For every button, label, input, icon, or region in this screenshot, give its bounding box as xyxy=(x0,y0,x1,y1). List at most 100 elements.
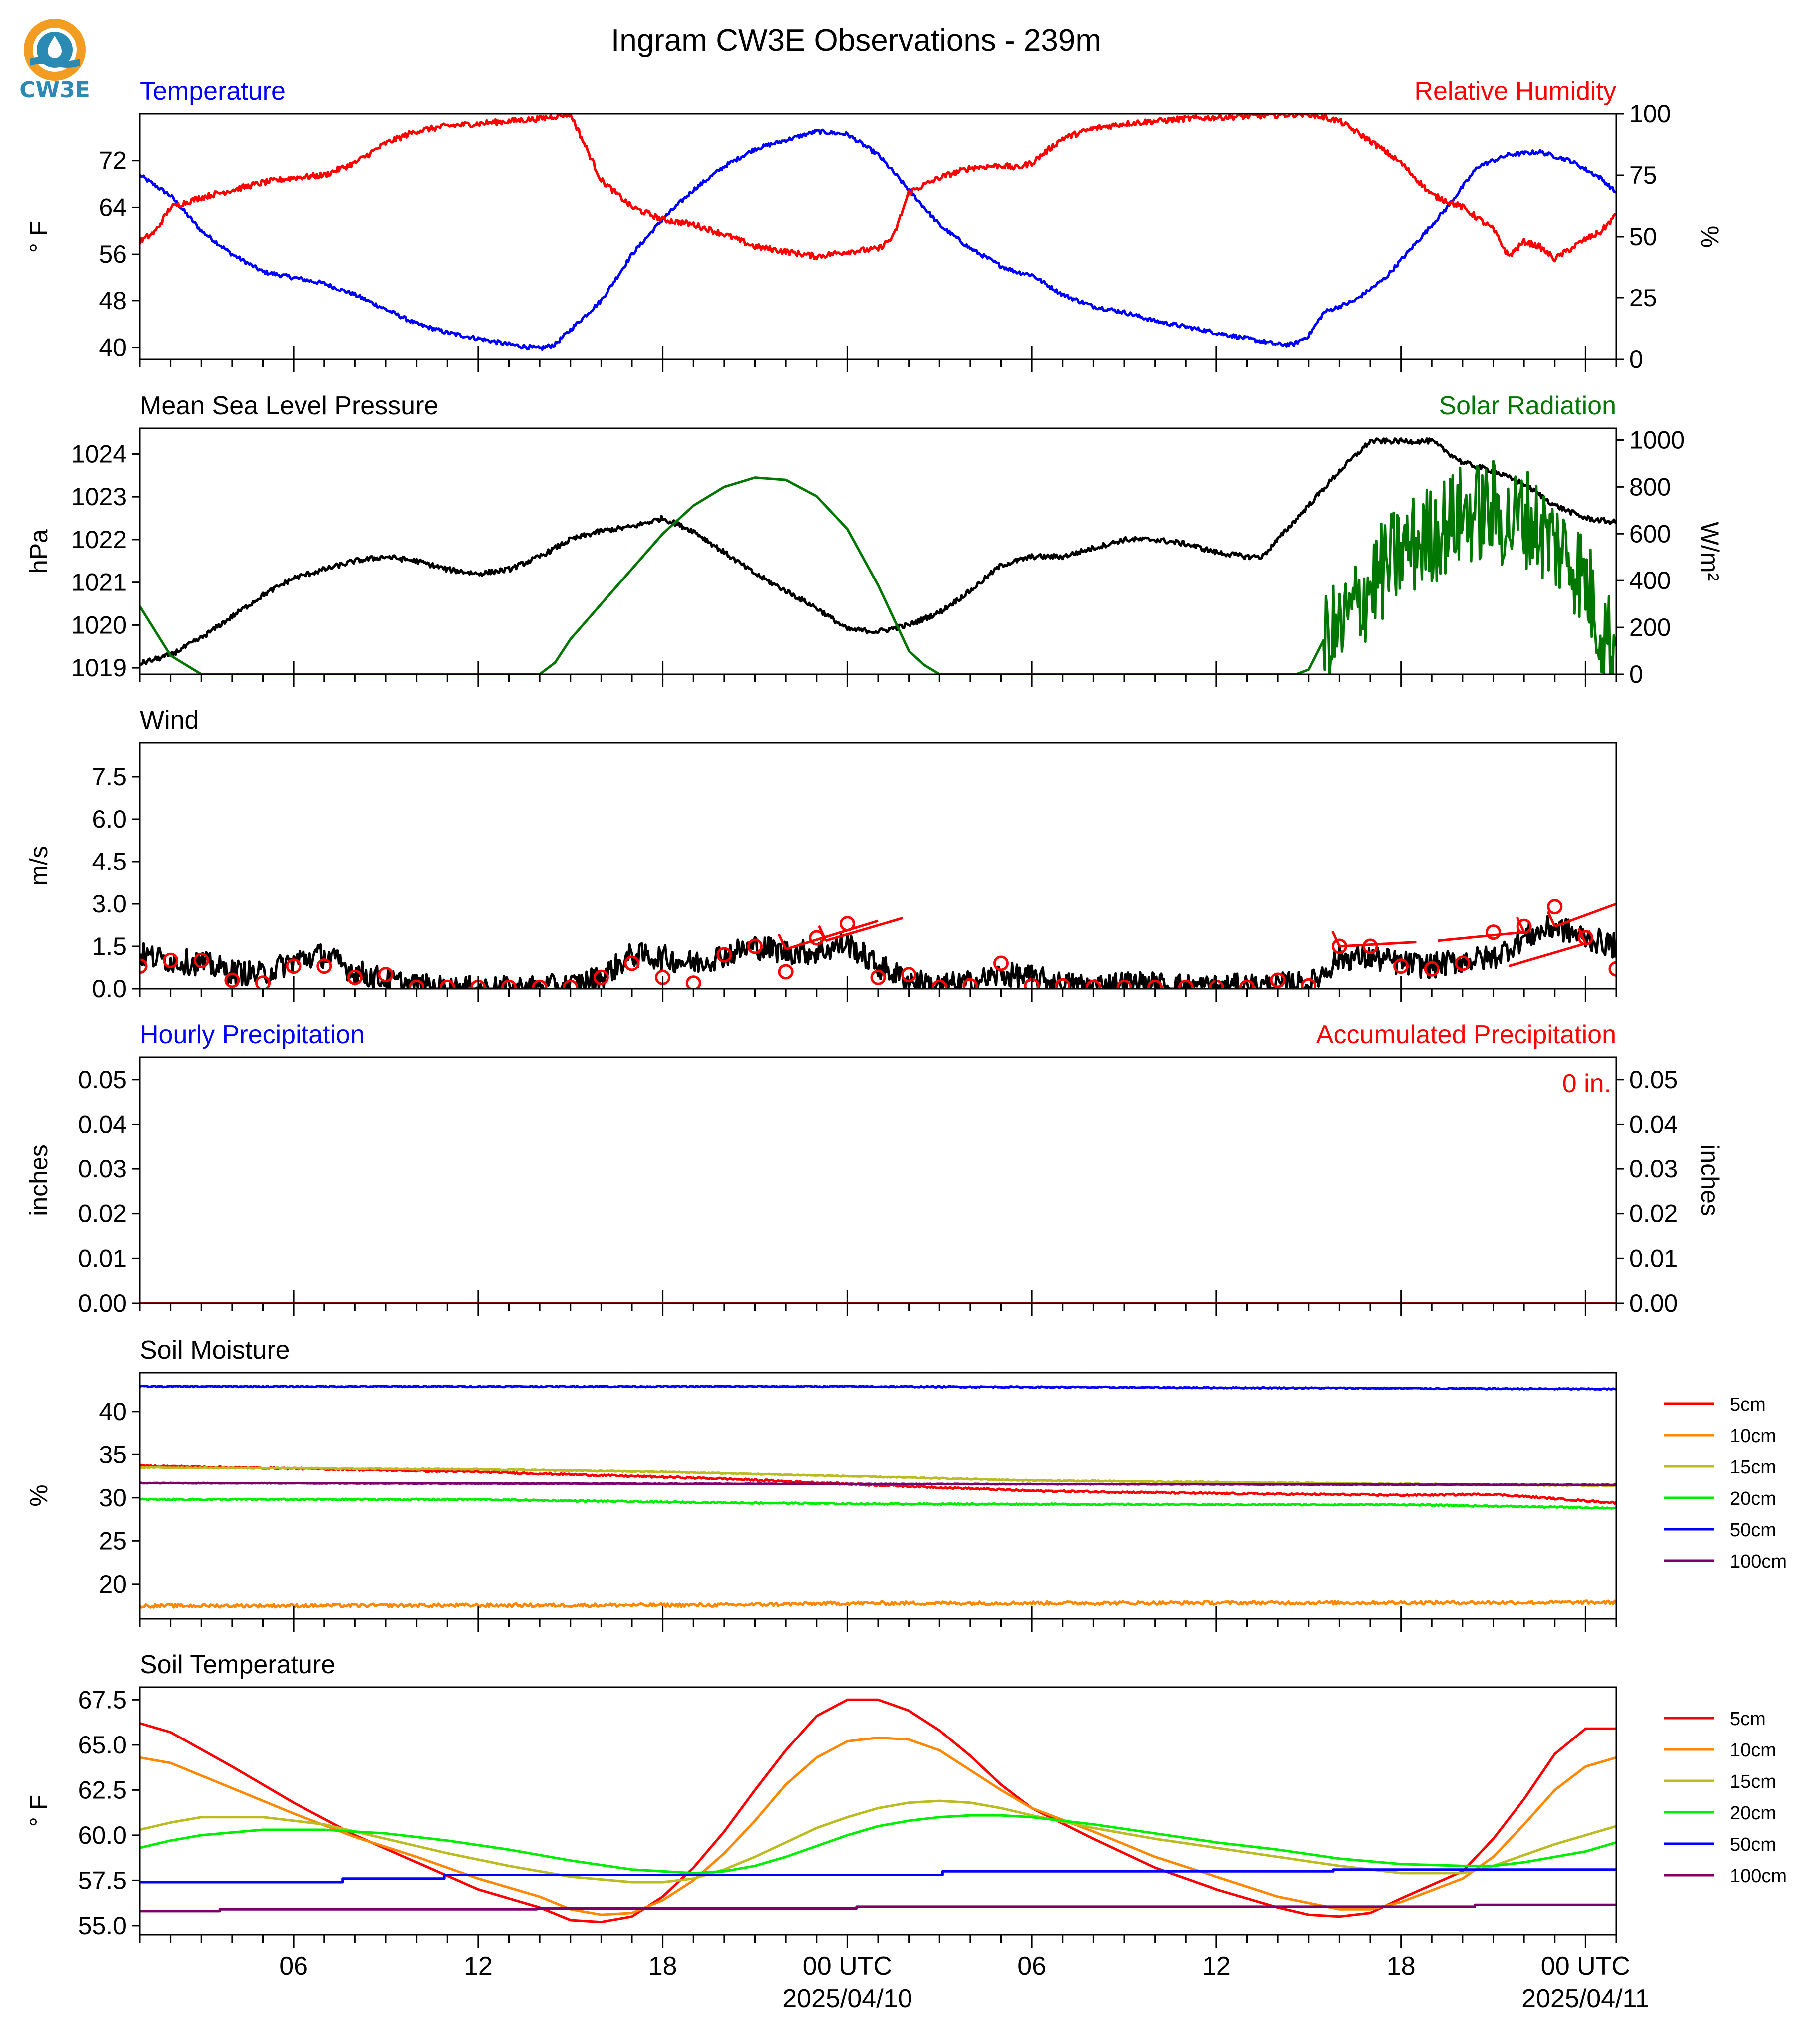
y-axis-label: m/s xyxy=(25,846,53,886)
y-tick-label: 35 xyxy=(99,1441,127,1468)
series-line-50cm xyxy=(140,1868,1616,1884)
y2-tick-label: 400 xyxy=(1629,567,1671,594)
panel-title-left: Temperature xyxy=(140,77,286,106)
x-tick-label: 06 xyxy=(1017,1952,1046,1981)
y-tick-label: 55.0 xyxy=(78,1912,127,1940)
wind-barb xyxy=(1339,941,1417,948)
panel-title-right: Accumulated Precipitation xyxy=(1316,1020,1616,1049)
y-tick-label: 1022 xyxy=(71,526,127,554)
legend-label: 100cm xyxy=(1730,1866,1787,1887)
wind-barb-flag xyxy=(1577,928,1587,944)
wind-calm-marker xyxy=(1178,979,1194,989)
x-date-label: 2025/04/11 xyxy=(1521,1984,1649,2013)
series-line-50cm xyxy=(140,1385,1616,1391)
y2-tick-label: 200 xyxy=(1629,613,1671,641)
panel-title-left: Soil Temperature xyxy=(140,1650,335,1679)
series-line-relative-humidity xyxy=(140,114,1616,263)
legend-label: 20cm xyxy=(1730,1803,1776,1824)
series-line-20cm xyxy=(140,1814,1616,1875)
y-tick-label: 1021 xyxy=(71,569,127,596)
series-line-10cm xyxy=(140,1736,1616,1916)
panel-title-right: Solar Radiation xyxy=(1439,391,1616,420)
plot-area xyxy=(140,114,1616,351)
y2-tick-label: 0.03 xyxy=(1629,1155,1678,1183)
wind-barb xyxy=(825,916,904,942)
wind-barb xyxy=(1438,931,1524,942)
y2-tick-label: 1000 xyxy=(1629,426,1685,454)
x-date-label: 2025/04/10 xyxy=(782,1984,912,2013)
wind-calm-marker xyxy=(1239,979,1255,989)
y-tick-label: 7.5 xyxy=(92,763,127,791)
legend-label: 5cm xyxy=(1730,1709,1766,1730)
wind-calm-marker xyxy=(316,958,332,974)
chart-panel-4: Hourly Precipitation Accumulated Precipit… xyxy=(25,1020,1724,1317)
series-line-100cm xyxy=(140,1481,1616,1486)
wind-calm-marker xyxy=(563,979,579,989)
panels-group: Temperature Relative Humidity 40 48 56 64 72 0 2… xyxy=(25,77,1787,2013)
wind-barb-flag xyxy=(1331,930,1341,947)
logo-text: CW3E xyxy=(19,77,90,103)
wind-calm-marker xyxy=(1055,978,1071,989)
wind-calm-marker xyxy=(901,967,917,983)
y-tick-label: 72 xyxy=(99,147,127,175)
wind-calm-marker xyxy=(1547,899,1563,915)
wind-barb xyxy=(1554,902,1616,928)
plot-area xyxy=(140,1698,1616,1924)
y2-tick-label: 0 xyxy=(1629,345,1643,373)
wind-calm-marker xyxy=(255,975,271,989)
y-tick-label: 40 xyxy=(99,1398,127,1426)
cw3e-logo-icon: CW3E xyxy=(19,19,90,103)
x-tick-label: 18 xyxy=(1387,1952,1416,1981)
chart-panel-5: Soil Moisture 20 25 30 35 40% 5cm 10cm 15cm 20cm 5… xyxy=(25,1336,1787,1632)
y-tick-label: 0.05 xyxy=(78,1066,127,1094)
wind-calm-marker xyxy=(378,967,394,983)
y-tick-label: 1.5 xyxy=(92,932,127,960)
series-line-100cm xyxy=(140,1903,1616,1913)
wind-calm-marker xyxy=(931,979,947,989)
wind-calm-marker xyxy=(439,979,455,989)
y-axis-label: hPa xyxy=(25,529,53,574)
y2-tick-label: 600 xyxy=(1629,520,1671,548)
y-tick-label: 0.01 xyxy=(78,1244,127,1272)
x-tick-label: 06 xyxy=(279,1952,308,1981)
wind-calm-marker xyxy=(747,938,763,954)
wind-calm-marker xyxy=(1486,924,1501,940)
wind-calm-marker xyxy=(778,964,794,980)
panel-title-left: Soil Moisture xyxy=(140,1336,290,1365)
legend-label: 100cm xyxy=(1730,1551,1787,1572)
y2-axis-label: % xyxy=(1696,226,1724,248)
wind-calm-marker xyxy=(224,972,240,988)
x-tick-label: 18 xyxy=(648,1952,677,1981)
wind-calm-marker xyxy=(501,979,517,989)
wind-calm-marker xyxy=(685,975,701,989)
y2-tick-label: 0.02 xyxy=(1629,1200,1678,1228)
wind-barb-flag xyxy=(777,933,787,950)
y-tick-label: 4.5 xyxy=(92,848,127,875)
plot-area xyxy=(140,1385,1616,1609)
y-tick-label: 0.04 xyxy=(78,1110,127,1138)
chart-panel-3: Wind 0.0 1.5 3.0 4.5 6.0 7.5 m/s xyxy=(25,706,1617,1003)
y-axis-label: ° F xyxy=(25,221,53,253)
y-tick-label: 56 xyxy=(99,240,127,268)
y-tick-label: 40 xyxy=(99,334,127,362)
y-tick-label: 65.0 xyxy=(78,1731,127,1759)
panel-title-right: Relative Humidity xyxy=(1414,77,1616,106)
y2-tick-label: 75 xyxy=(1629,161,1657,189)
series-line-solar-radiation xyxy=(140,460,1616,674)
wind-calm-marker xyxy=(193,952,209,968)
legend-label: 15cm xyxy=(1730,1457,1776,1478)
plot-area xyxy=(140,899,1616,989)
y-tick-label: 1020 xyxy=(71,611,127,639)
y-tick-label: 1024 xyxy=(71,440,127,468)
wind-calm-marker xyxy=(1424,961,1440,977)
wind-calm-marker xyxy=(962,978,978,989)
panel-title-left: Wind xyxy=(140,706,199,735)
series-line-temperature xyxy=(140,128,1616,351)
figure-title: Ingram CW3E Observations - 239m xyxy=(611,23,1101,58)
panel-title-left: Mean Sea Level Pressure xyxy=(140,391,438,420)
y-tick-label: 0.00 xyxy=(78,1289,127,1317)
y-tick-label: 25 xyxy=(99,1527,127,1555)
wind-calm-marker xyxy=(1455,955,1471,971)
